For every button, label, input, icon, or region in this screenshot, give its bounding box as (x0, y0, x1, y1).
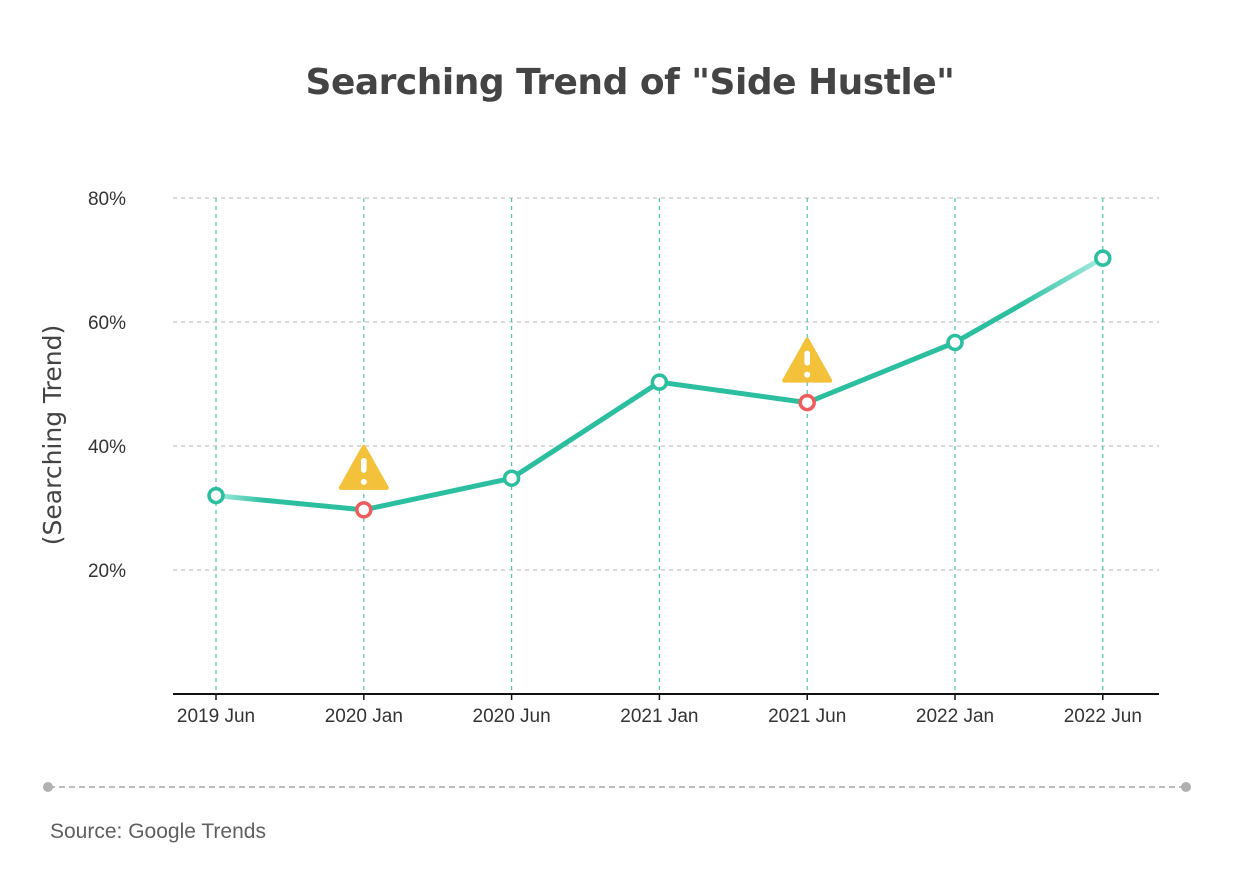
warning-exclamation-dot (804, 371, 811, 378)
warning-exclamation-bar (804, 350, 810, 366)
x-tick-label: 2022 Jun (1064, 706, 1142, 727)
warning-annotations (338, 337, 833, 490)
source-note: Source: Google Trends (50, 820, 266, 843)
data-point (502, 469, 521, 487)
divider-dot-left (43, 782, 53, 792)
y-tick-label: 20% (88, 561, 126, 582)
data-point (650, 373, 669, 391)
x-tick-label: 2020 Jun (473, 706, 551, 727)
warning-icon (782, 337, 833, 383)
chart-title: Searching Trend of "Side Hustle" (305, 62, 955, 103)
y-axis-label: (Searching Trend) (38, 325, 67, 545)
line-segment (361, 475, 515, 513)
data-point (1094, 249, 1112, 267)
warning-icon (338, 444, 389, 490)
x-tick-label: 2021 Jan (620, 706, 698, 727)
grid (173, 197, 1159, 694)
line-segment (656, 379, 810, 406)
footer-divider (43, 780, 1191, 794)
x-tick-label: 2020 Jan (325, 706, 403, 727)
line-segment (213, 493, 367, 513)
line-segment (509, 379, 662, 481)
warning-exclamation-dot (360, 478, 367, 485)
data-point (207, 486, 225, 505)
line-chart: 20% 40% 60% 80% 2019 Jun 2020 Jan 2020 Jun 2021… (38, 189, 1159, 727)
y-tick-label: 40% (88, 437, 126, 458)
x-tick-label: 2019 Jun (177, 706, 255, 727)
data-point (946, 333, 964, 352)
divider-dot-right (1181, 782, 1191, 792)
data-point (798, 393, 816, 412)
series-line (213, 255, 1106, 513)
line-segment (952, 255, 1106, 345)
tick-labels: 20% 40% 60% 80% 2019 Jun 2020 Jan 2020 Jun 2021… (88, 189, 1142, 727)
axes (173, 693, 1159, 700)
line-segment (804, 339, 958, 406)
series-markers (207, 249, 1112, 519)
divider-dashed-line (49, 786, 1185, 788)
x-tick-label: 2022 Jan (916, 706, 994, 727)
y-tick-label: 80% (88, 189, 126, 210)
y-tick-label: 60% (88, 313, 126, 334)
data-point (355, 501, 373, 519)
warning-exclamation-bar (361, 457, 367, 473)
x-tick-label: 2021 Jun (768, 706, 846, 727)
